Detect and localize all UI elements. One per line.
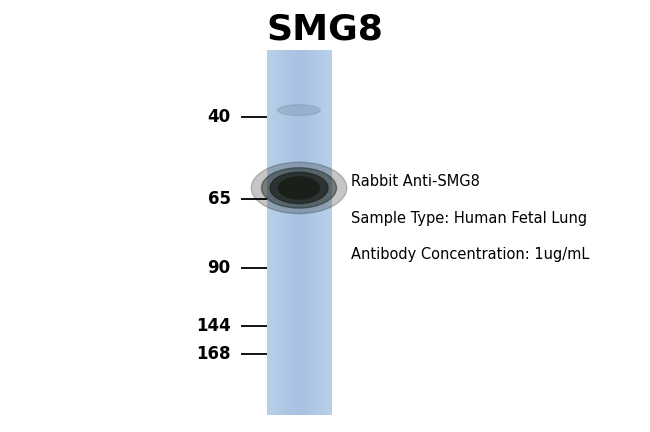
- Ellipse shape: [278, 105, 320, 116]
- Text: SMG8: SMG8: [266, 13, 384, 47]
- Text: 90: 90: [207, 259, 231, 277]
- Text: Antibody Concentration: 1ug/mL: Antibody Concentration: 1ug/mL: [351, 248, 590, 262]
- Text: 65: 65: [208, 190, 231, 208]
- Text: 168: 168: [196, 345, 231, 363]
- Text: 144: 144: [196, 317, 231, 335]
- Ellipse shape: [270, 172, 328, 203]
- Text: Sample Type: Human Fetal Lung: Sample Type: Human Fetal Lung: [351, 211, 587, 226]
- Ellipse shape: [251, 162, 347, 214]
- Ellipse shape: [261, 168, 337, 208]
- Ellipse shape: [278, 177, 320, 199]
- Text: 40: 40: [207, 108, 231, 126]
- Text: Rabbit Anti-SMG8: Rabbit Anti-SMG8: [351, 174, 480, 189]
